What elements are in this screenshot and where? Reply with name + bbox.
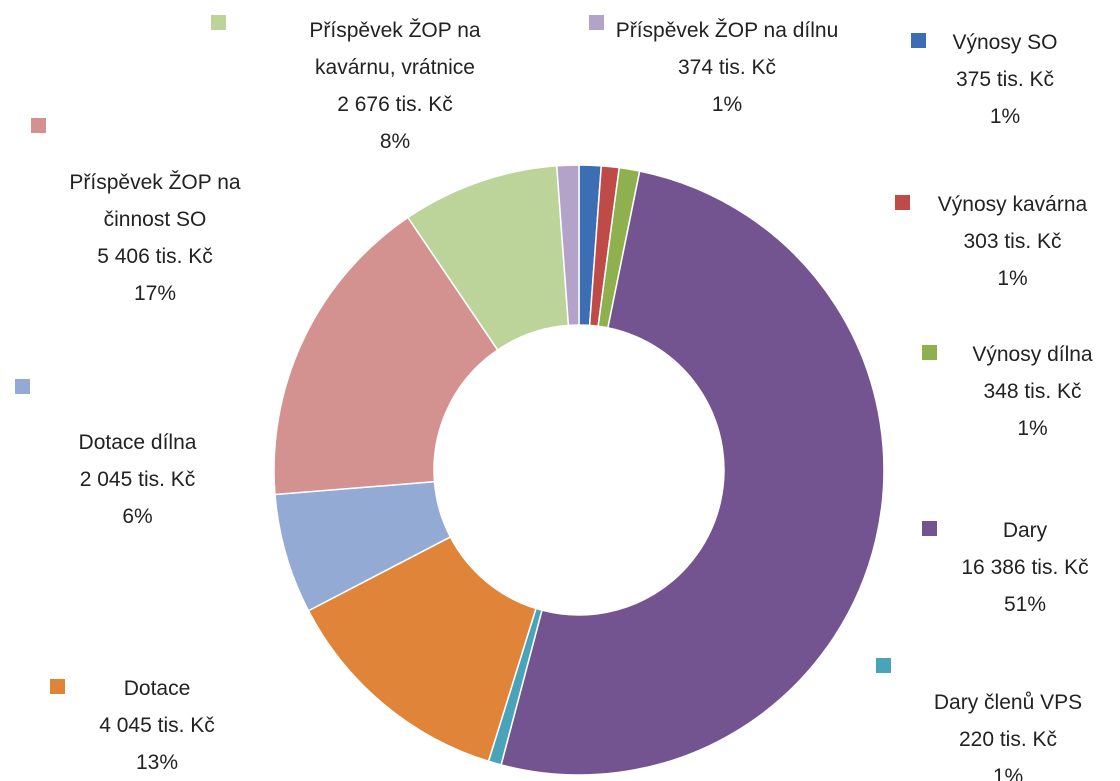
value-label: 375 tis. Kč xyxy=(955,68,1055,91)
percent-label: 1% xyxy=(1017,417,1048,440)
value-label: 5 406 tis. Kč xyxy=(97,245,213,268)
data-label: Příspěvek ŽOP na dílnu 374 tis. Kč 1% xyxy=(607,12,847,123)
value-label: 220 tis. Kč xyxy=(958,728,1058,751)
donut-slice xyxy=(500,170,885,776)
value-label: 348 tis. Kč xyxy=(983,380,1082,403)
data-label: Dotace dílna 2 045 tis. Kč 6% xyxy=(40,424,235,535)
percent-label: 1% xyxy=(711,93,743,116)
donut-slice xyxy=(273,216,499,496)
donut-slice xyxy=(307,535,537,763)
legend-marker xyxy=(15,379,30,394)
value-label: 2 676 tis. Kč xyxy=(337,93,453,116)
percent-label: 13% xyxy=(135,751,179,774)
category-label: Příspěvek ŽOP na kavárnu, vrátnice xyxy=(309,19,481,79)
value-label: 303 tis. Kč xyxy=(963,230,1062,253)
data-label: Dary 16 386 tis. Kč 51% xyxy=(930,512,1120,623)
legend-marker xyxy=(31,118,46,133)
legend-marker xyxy=(922,345,937,360)
legend-marker xyxy=(589,15,604,30)
category-label: Výnosy SO xyxy=(952,31,1058,54)
category-label: Příspěvek ŽOP na činnost SO xyxy=(69,171,241,231)
category-label: Výnosy kavárna xyxy=(937,193,1088,216)
percent-label: 6% xyxy=(122,505,153,528)
legend-marker xyxy=(922,521,937,536)
category-label: Dary členů VPS xyxy=(933,691,1083,714)
data-label: Výnosy kavárna 303 tis. Kč 1% xyxy=(915,186,1110,297)
category-label: Dotace dílna xyxy=(78,431,197,454)
donut-slice xyxy=(555,164,580,327)
legend-marker xyxy=(876,658,891,673)
data-label: Výnosy SO 375 tis. Kč 1% xyxy=(905,24,1105,135)
value-label: 2 045 tis. Kč xyxy=(79,468,196,491)
percent-label: 1% xyxy=(997,267,1028,290)
value-label: 374 tis. Kč xyxy=(677,56,777,79)
category-label: Dary xyxy=(1002,519,1048,542)
legend-marker xyxy=(911,33,926,48)
percent-label: 1% xyxy=(992,765,1024,781)
category-label: Příspěvek ŽOP na dílnu xyxy=(615,19,839,42)
data-label: Dary členů VPS 220 tis. Kč 1% xyxy=(898,684,1118,781)
value-label: 4 045 tis. Kč xyxy=(99,714,215,737)
data-label: Dotace 4 045 tis. Kč 13% xyxy=(62,670,252,781)
legend-marker xyxy=(50,679,65,694)
percent-label: 1% xyxy=(989,105,1021,128)
legend-marker xyxy=(895,195,910,210)
category-label: Výnosy dílna xyxy=(972,343,1093,366)
percent-label: 8% xyxy=(379,130,411,153)
data-label: Příspěvek ŽOP na kavárnu, vrátnice 2 676 … xyxy=(275,12,515,160)
legend-marker xyxy=(211,15,226,30)
percent-label: 51% xyxy=(1003,593,1047,616)
data-label: Příspěvek ŽOP na činnost SO 5 406 tis. Kč… xyxy=(55,164,255,312)
category-label: Dotace xyxy=(123,677,191,700)
value-label: 16 386 tis. Kč xyxy=(961,556,1089,579)
percent-label: 17% xyxy=(133,282,177,305)
data-label: Výnosy dílna 348 tis. Kč 1% xyxy=(935,336,1120,447)
